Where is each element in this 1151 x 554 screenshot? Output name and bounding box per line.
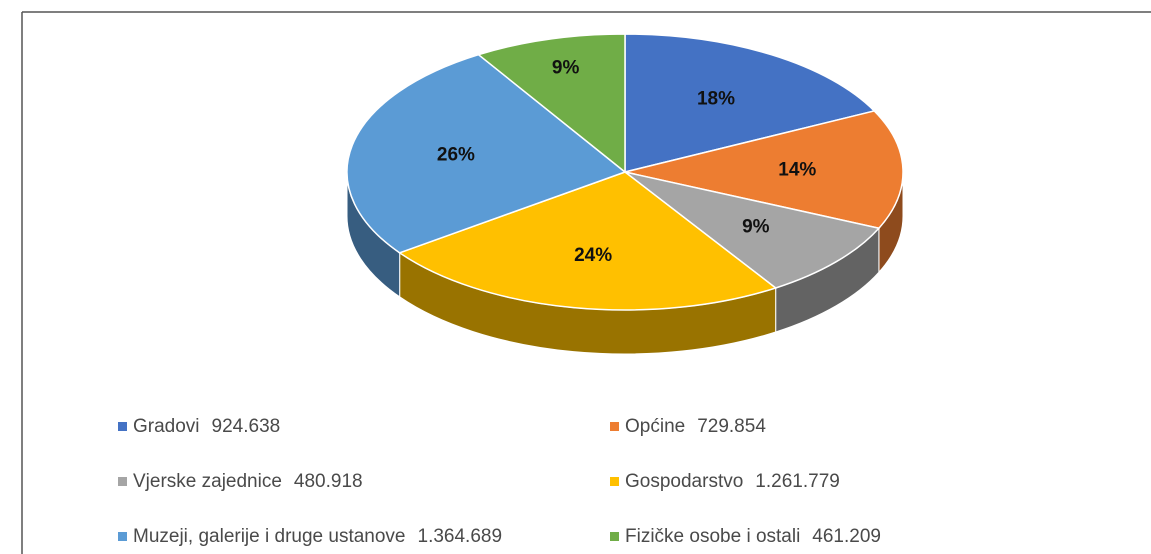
- data-label: 24%: [574, 245, 612, 266]
- legend-swatch: [118, 532, 127, 541]
- data-label: 26%: [437, 144, 475, 165]
- slice: [624, 110, 904, 230]
- legend-amount: 1.364.689: [418, 526, 503, 547]
- data-label: 18%: [697, 88, 735, 109]
- legend-swatch: [610, 422, 619, 431]
- data-label: 14%: [778, 159, 816, 180]
- legend-name: Gradovi: [133, 416, 200, 437]
- legend-swatch: [610, 477, 619, 486]
- slice: [346, 53, 627, 254]
- legend-label: Muzeji, galerije i druge ustanove 1.364.6…: [133, 526, 502, 547]
- slice: [398, 171, 778, 311]
- legend-name: Općine: [625, 416, 685, 437]
- slice: [624, 171, 881, 289]
- data-label: 9%: [552, 57, 580, 78]
- legend-label: Fizičke osobe i ostali 461.209: [625, 526, 881, 547]
- slice: [476, 33, 626, 174]
- data-label: 9%: [742, 217, 770, 238]
- legend-name: Fizičke osobe i ostali: [625, 526, 800, 547]
- legend-amount: 1.261.779: [755, 471, 840, 492]
- legend-label: Općine 729.854: [625, 416, 766, 437]
- legend-label: Gradovi 924.638: [133, 416, 280, 437]
- legend-swatch: [118, 477, 127, 486]
- slice: [624, 33, 876, 173]
- legend-label: Vjerske zajednice 480.918: [133, 471, 363, 492]
- legend-amount: 729.854: [697, 416, 766, 437]
- legend-name: Muzeji, galerije i druge ustanove: [133, 526, 406, 547]
- legend-amount: 461.209: [812, 526, 881, 547]
- legend-amount: 924.638: [212, 416, 281, 437]
- legend-name: Vjerske zajednice: [133, 471, 282, 492]
- legend-swatch: [118, 422, 127, 431]
- legend-label: Gospodarstvo 1.261.779: [625, 471, 840, 492]
- legend-name: Gospodarstvo: [625, 471, 743, 492]
- legend-swatch: [610, 532, 619, 541]
- legend-amount: 480.918: [294, 471, 363, 492]
